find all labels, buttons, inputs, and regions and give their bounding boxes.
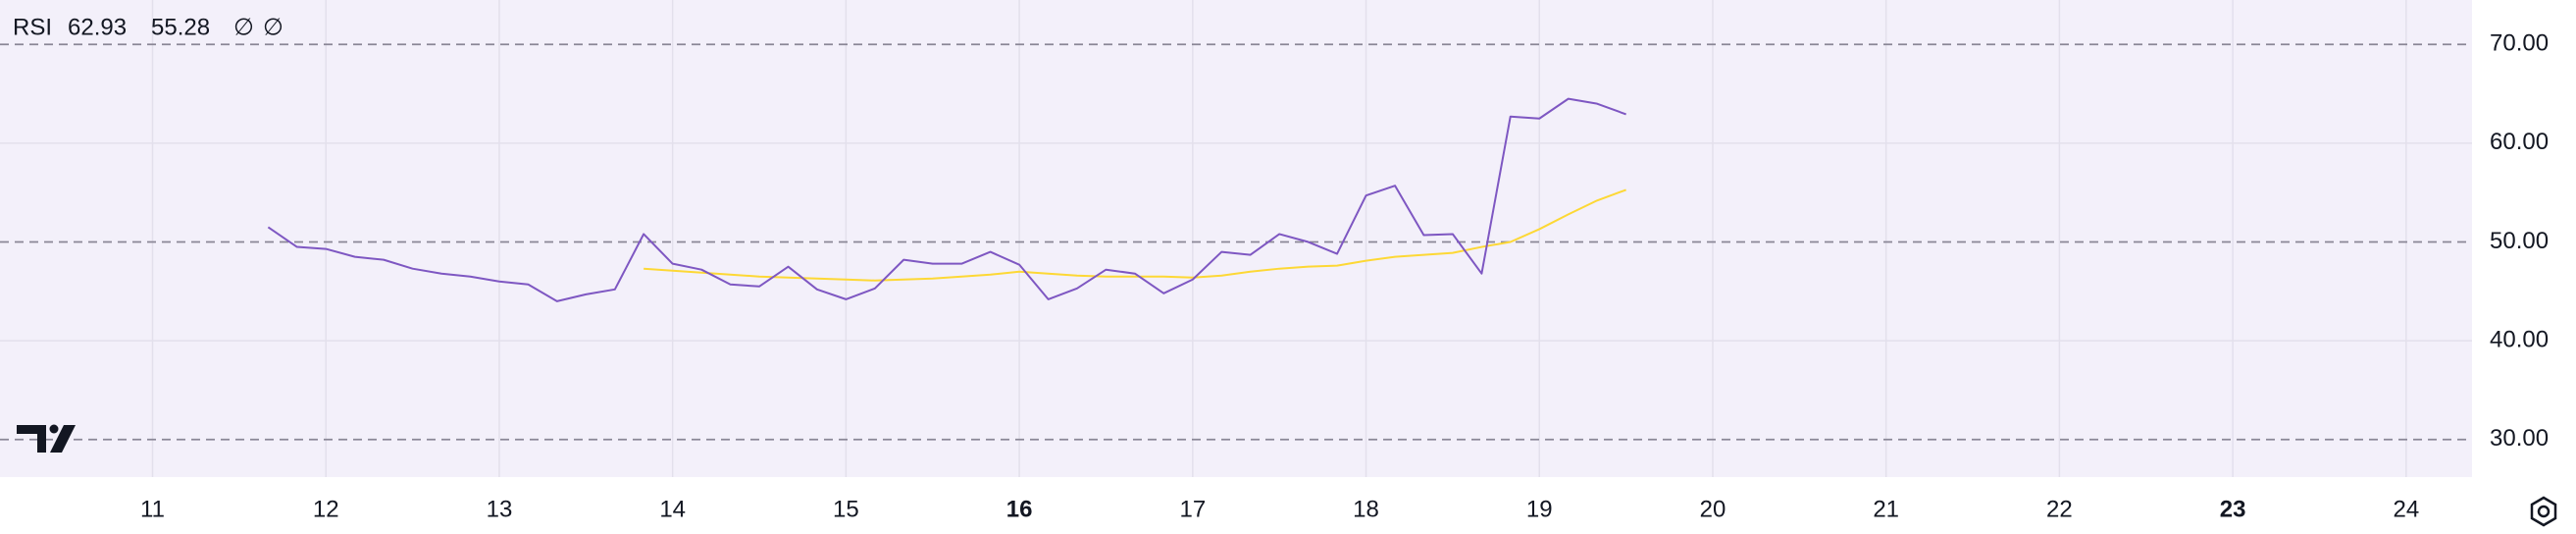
x-tick-label: 22	[2046, 496, 2073, 522]
y-tick-label: 50.00	[2490, 228, 2549, 254]
x-tick-label: 15	[833, 496, 859, 522]
x-tick-label: 24	[2393, 496, 2419, 522]
series-line	[644, 188, 1626, 282]
plot-background	[0, 0, 2472, 477]
logo[interactable]	[17, 424, 76, 454]
x-tick-label: 20	[1700, 496, 1726, 522]
x-tick-label: 14	[659, 496, 686, 522]
legend-icon[interactable]: ∅	[233, 14, 254, 40]
x-tick-label: 16	[1006, 496, 1033, 522]
series-line	[267, 97, 1626, 302]
y-tick-label: 70.00	[2490, 30, 2549, 57]
x-tick-label: 17	[1179, 496, 1206, 522]
chart-title: RSI	[13, 14, 52, 40]
x-tick-label: 18	[1353, 496, 1379, 522]
y-tick-label: 40.00	[2490, 326, 2549, 352]
x-tick-label: 21	[1873, 496, 1899, 522]
y-tick-label: 30.00	[2490, 425, 2549, 452]
settings-icon[interactable]	[2530, 496, 2557, 527]
x-tick-label: 19	[1526, 496, 1553, 522]
lines	[267, 97, 1626, 302]
x-tick-label: 11	[140, 496, 165, 522]
x-tick-label: 23	[2220, 496, 2246, 522]
x-tick-label: 12	[313, 496, 339, 522]
y-tick-label: 60.00	[2490, 129, 2549, 155]
legend-value: 62.93	[68, 14, 127, 40]
legend-value: 55.28	[151, 14, 210, 40]
x-tick-label: 13	[487, 496, 513, 522]
legend-icon[interactable]: ∅	[263, 14, 283, 40]
grid	[0, 0, 2472, 477]
